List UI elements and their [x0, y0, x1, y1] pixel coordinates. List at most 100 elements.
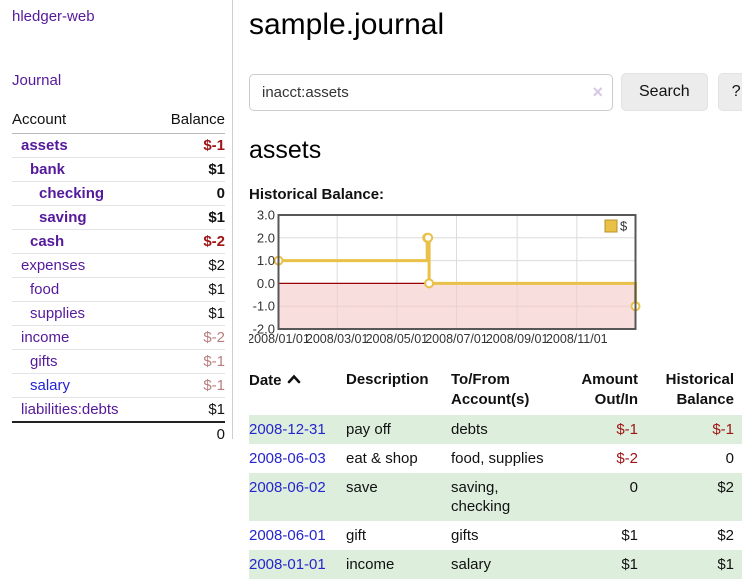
account-row: gifts $-1 [12, 349, 225, 374]
tx-date-cell: 2008-06-03 [249, 444, 346, 473]
account-link[interactable]: supplies [30, 305, 86, 322]
tx-description: income [346, 556, 395, 573]
account-row: assets $-1 [12, 134, 225, 158]
account-balance: $1 [153, 301, 225, 326]
account-link[interactable]: gifts [30, 353, 58, 370]
account-name-cell: checking [12, 181, 154, 206]
tx-date-link[interactable]: 2008-06-01 [249, 527, 326, 544]
account-balance: $1 [153, 397, 225, 422]
accounts-header-balance: Balance [153, 109, 225, 134]
tx-date-cell: 2008-06-02 [249, 473, 346, 521]
x-axis-tick-label: 2008/05/01 [366, 332, 429, 346]
tx-date-cell: 2008-12-31 [249, 415, 346, 444]
y-axis-tick-label: -2.0 [253, 322, 275, 337]
account-name-cell: assets [12, 134, 153, 158]
register-row: 2008-06-03 eat & shop food, supplies $-2 0 [249, 444, 742, 473]
register-header-accounts: To/From Account(s) [451, 371, 530, 408]
tx-balance: $-1 [712, 421, 734, 438]
sidebar: hledger-web Journal Account Balance asse… [0, 0, 233, 579]
register-header-amount: Amount Out/In [581, 371, 638, 408]
tx-balance: $1 [717, 556, 734, 573]
legend-swatch [604, 219, 618, 233]
register-table: Date Description To/From Account(s) Amou… [249, 367, 742, 579]
account-balance: $-2 [153, 229, 225, 254]
accounts-table: Account Balance assets $-1 bank $1 checking 0… [12, 109, 225, 446]
account-link[interactable]: food [30, 281, 60, 298]
account-link[interactable]: expenses [21, 257, 86, 274]
legend-label: $ [620, 219, 628, 234]
tx-balance: 0 [725, 450, 734, 467]
account-link[interactable]: salary [30, 377, 71, 394]
tx-date-link[interactable]: 2008-06-03 [249, 450, 326, 467]
account-row: cash $-2 [12, 229, 225, 254]
x-axis-tick-label: 2008/11/01 [546, 332, 608, 346]
register-header-row: Date Description To/From Account(s) Amou… [249, 367, 742, 415]
balance-chart: $3.0 2.0 1.0 0.0 -1.0 -2.02008/01/012008/03/0… [249, 209, 641, 346]
account-row: saving $1 [12, 205, 225, 230]
register-row: 2008-01-01 income salary $1 $1 [249, 550, 742, 579]
accounts-total-value: 0 [153, 421, 225, 446]
x-axis-tick-label: 2008/07/01 [425, 332, 488, 346]
account-balance: $1 [153, 277, 225, 302]
account-name-cell: expenses [12, 253, 154, 278]
tx-accounts: salary [451, 556, 492, 573]
tx-date-link[interactable]: 2008-01-01 [249, 556, 326, 573]
account-row: supplies $1 [12, 301, 225, 326]
clear-search-icon[interactable]: × [592, 81, 603, 102]
tx-date-link[interactable]: 2008-06-02 [249, 479, 326, 496]
account-name-cell: bank [12, 157, 154, 182]
register-header-balance: Historical Balance [665, 371, 734, 408]
app-title-link[interactable]: hledger-web [12, 8, 95, 25]
tx-description: gift [346, 527, 367, 544]
tx-balance: $2 [717, 479, 734, 496]
search-input[interactable] [249, 73, 613, 111]
accounts-total-row: 0 [12, 421, 225, 446]
tx-date-link[interactable]: 2008-12-31 [249, 421, 326, 438]
tx-date-cell: 2008-06-01 [249, 521, 346, 550]
account-name-cell: income [12, 325, 154, 350]
search-button[interactable]: Search [621, 73, 708, 111]
account-balance: $1 [153, 157, 225, 182]
tx-amount: $1 [621, 556, 638, 573]
account-row: food $1 [12, 277, 225, 302]
account-name-cell: liabilities:debts [12, 397, 154, 422]
register-row: 2008-06-02 save saving, checking 0 $2 [249, 473, 742, 521]
tx-accounts: gifts [451, 527, 479, 544]
tx-balance: $2 [717, 527, 734, 544]
tx-amount: $-1 [616, 421, 638, 438]
account-link[interactable]: cash [30, 233, 65, 250]
nav-journal-link[interactable]: Journal [12, 72, 62, 89]
account-row: liabilities:debts $1 [12, 397, 225, 422]
y-axis-tick-label: 2.0 [257, 230, 275, 245]
account-link[interactable]: checking [39, 185, 105, 202]
account-row: checking 0 [12, 181, 225, 206]
y-axis-tick-label: -1.0 [253, 299, 275, 314]
account-row: bank $1 [12, 157, 225, 182]
account-link[interactable]: income [21, 329, 70, 346]
account-name-cell: supplies [12, 301, 154, 326]
account-balance: $-1 [153, 373, 225, 398]
negative-region [278, 283, 636, 329]
main-content: sample.journal × Search ? assets Histori… [233, 0, 742, 579]
x-axis-tick-label: 2008/03/01 [306, 332, 369, 346]
account-link[interactable]: bank [30, 161, 66, 178]
account-link[interactable]: liabilities:debts [21, 401, 119, 418]
sidebar-inner: hledger-web Journal Account Balance asse… [0, 0, 233, 446]
x-axis-tick-label: 2008/01/01 [249, 332, 310, 346]
register-header-description: Description [346, 371, 429, 388]
tx-amount: 0 [629, 479, 638, 496]
register-header-date[interactable]: Date [249, 367, 346, 415]
tx-amount: $1 [621, 527, 638, 544]
data-point-marker [424, 278, 435, 289]
account-link[interactable]: assets [21, 137, 68, 154]
tx-description: save [346, 479, 378, 496]
y-axis-tick-label: 1.0 [257, 253, 275, 268]
account-row: expenses $2 [12, 253, 225, 278]
account-link[interactable]: saving [39, 209, 87, 226]
x-axis-tick-label: 2008/09/01 [486, 332, 549, 346]
tx-accounts: debts [451, 421, 488, 438]
help-button[interactable]: ? [717, 73, 742, 111]
search-input-wrap: × [249, 73, 613, 111]
y-axis-tick-label: 3.0 [257, 209, 275, 223]
